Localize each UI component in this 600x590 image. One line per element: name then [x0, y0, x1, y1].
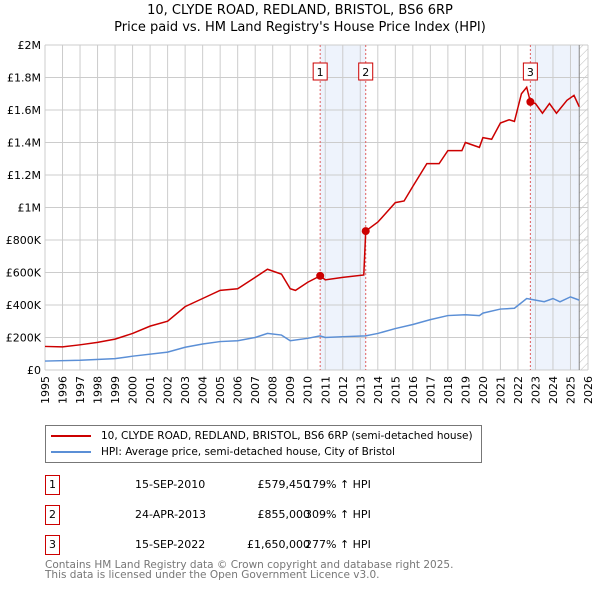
x-tick-label: 2012 [337, 376, 350, 404]
x-tick-label: 2007 [249, 376, 262, 404]
x-tick-label: 2006 [232, 376, 245, 404]
x-tick-label: 2008 [267, 376, 280, 404]
sale-label-box [312, 62, 328, 81]
chart-subtitle: Price paid vs. HM Land Registry's House … [114, 20, 486, 35]
sale-number: 3 [45, 535, 60, 555]
sale-row: 2 24-APR-2013 £855,000 309% ↑ HPI [45, 505, 445, 525]
x-tick-label: 2024 [547, 376, 560, 404]
sale-hpi: 309% ↑ HPI [305, 508, 371, 521]
x-tick-label: 2010 [302, 376, 315, 404]
x-tick-label: 1999 [109, 376, 122, 404]
x-tick-label: 1997 [74, 376, 87, 404]
y-tick-label: £1M [18, 202, 42, 215]
x-tick-label: 2022 [512, 376, 525, 404]
sale-point [526, 97, 535, 106]
legend-label-property: 10, CLYDE ROAD, REDLAND, BRISTOL, BS6 6R… [101, 430, 473, 442]
x-tick-label: 2001 [144, 376, 157, 404]
sale-hpi: 179% ↑ HPI [305, 478, 371, 491]
x-tick-label: 2009 [284, 376, 297, 404]
x-tick-label: 2002 [162, 376, 175, 404]
x-tick-label: 2011 [319, 376, 332, 404]
x-tick-label: 2023 [529, 376, 542, 404]
footer-line: This data is licensed under the Open Gov… [45, 569, 380, 581]
legend-swatch-property [51, 435, 91, 437]
sale-point [361, 227, 370, 236]
x-tick-label: 2025 [564, 376, 577, 404]
sale-number: 2 [45, 505, 60, 525]
x-tick-label: 2005 [214, 376, 227, 404]
legend-label-hpi: HPI: Average price, semi-detached house,… [101, 446, 395, 458]
sale-point [316, 271, 325, 280]
sale-label-box [358, 62, 374, 81]
y-tick-label: £200K [6, 332, 42, 345]
price-chart: 1995 1996 1997 1998 1999 2000 2001 2002 2003 2004… [6, 39, 595, 404]
y-tick-label: £0 [27, 364, 41, 377]
y-tick-label: £1.6M [7, 104, 41, 117]
sale-label: 2 [362, 66, 369, 79]
x-tick-label: 2026 [582, 376, 595, 404]
legend: 10, CLYDE ROAD, REDLAND, BRISTOL, BS6 6R… [45, 425, 482, 463]
x-tick-label: 2019 [459, 376, 472, 404]
sale-row: 3 15-SEP-2022 £1,650,000 277% ↑ HPI [45, 535, 445, 555]
chart-title: 10, CLYDE ROAD, REDLAND, BRISTOL, BS6 6R… [147, 3, 453, 18]
x-tick-label: 2018 [442, 376, 455, 404]
sale-date: 24-APR-2013 [135, 508, 207, 521]
y-tick-label: £400K [6, 299, 42, 312]
x-tick-label: 2004 [197, 376, 210, 404]
y-tick-label: £600K [6, 267, 42, 280]
property-price-line [44, 85, 580, 348]
x-tick-label: 2021 [494, 376, 507, 404]
x-tick-label: 2014 [372, 376, 385, 404]
hpi-line [44, 296, 580, 362]
sale-date: 15-SEP-2022 [135, 538, 206, 551]
y-tick-label: £1.8M [7, 72, 41, 85]
y-tick-label: £2M [18, 39, 42, 52]
x-tick-label: 2017 [424, 376, 437, 404]
y-tick-label: £1.2M [7, 169, 41, 182]
footer: Contains HM Land Registry data © Crown c… [45, 559, 454, 581]
sale-date: 15-SEP-2010 [135, 478, 206, 491]
sale-label-box [522, 62, 538, 81]
x-tick-label: 1995 [39, 376, 52, 404]
legend-swatch-hpi [51, 451, 91, 453]
x-tick-label: 1998 [92, 376, 105, 404]
x-tick-label: 2013 [354, 376, 367, 404]
x-tick-label: 1996 [57, 376, 70, 404]
sale-number: 1 [45, 475, 60, 495]
sale-label: 3 [527, 66, 534, 79]
sale-label: 1 [317, 66, 324, 79]
sale-price: £1,650,000 [247, 538, 310, 551]
x-tick-label: 2016 [407, 376, 420, 404]
x-tick-label: 2020 [477, 376, 490, 404]
sale-price: £579,450 [257, 478, 311, 491]
x-tick-label: 2015 [389, 376, 402, 404]
sale-row: 1 15-SEP-2010 £579,450 179% ↑ HPI [45, 475, 445, 495]
x-tick-label: 2003 [179, 376, 192, 404]
sale-price: £855,000 [257, 508, 311, 521]
x-tick-label: 2000 [127, 376, 140, 404]
y-tick-label: £1.4M [7, 137, 41, 150]
y-tick-label: £800K [6, 234, 42, 247]
footer-line: Contains HM Land Registry data © Crown c… [45, 559, 454, 571]
sale-hpi: 277% ↑ HPI [305, 538, 371, 551]
